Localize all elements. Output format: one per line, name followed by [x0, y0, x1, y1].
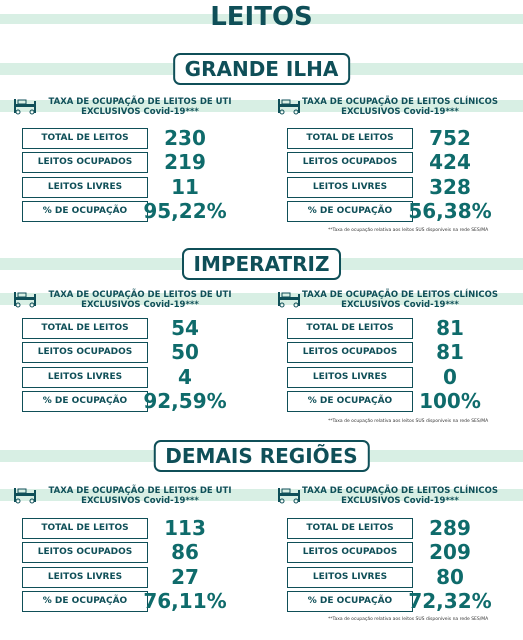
footnote: **Taxa de ocupação relativa aos leitos S… [328, 228, 489, 233]
title: LEITOS [210, 2, 313, 32]
row-label: TOTAL DE LEITOS [287, 318, 413, 339]
section-name: IMPERATRIZ [181, 248, 342, 280]
bed-icon [12, 484, 38, 504]
heading-band [0, 100, 523, 112]
panel-heading: TAXA DE OCUPAÇÃO DE LEITOS DE UTI [48, 486, 232, 496]
row-label: LEITOS OCUPADOS [22, 542, 148, 564]
panel-heading: TAXA DE OCUPAÇÃO DE LEITOS DE UTI [48, 97, 232, 107]
row-value: 424 [429, 150, 471, 175]
row-value: 56,38% [408, 198, 492, 223]
row-value: 92,59% [143, 388, 227, 413]
panel-heading: TAXA DE OCUPAÇÃO DE LEITOS CLÍNICOS [301, 486, 498, 496]
row-label: % DE OCUPAÇÃO [22, 590, 148, 612]
row-label: % DE OCUPAÇÃO [22, 390, 148, 412]
row-label: TOTAL DE LEITOS [22, 318, 148, 339]
row-value: 50 [171, 340, 199, 365]
heading-band [0, 489, 523, 501]
row-label: LEITOS LIVRES [287, 366, 413, 388]
row-label: % DE OCUPAÇÃO [287, 390, 413, 412]
row-label: % DE OCUPAÇÃO [287, 200, 413, 222]
panel-heading: EXCLUSIVOS Covid-19*** [341, 300, 459, 310]
title-band [0, 14, 523, 24]
row-value: 86 [171, 540, 199, 565]
row-value: 81 [436, 340, 464, 365]
panel-heading: EXCLUSIVOS Covid-19*** [81, 496, 199, 506]
panel-heading: TAXA DE OCUPAÇÃO DE LEITOS DE UTI [48, 290, 232, 300]
row-value: 54 [171, 316, 199, 340]
row-label: TOTAL DE LEITOS [287, 518, 413, 539]
row-value: 328 [429, 174, 471, 199]
panel-heading: EXCLUSIVOS Covid-19*** [341, 107, 459, 117]
row-value: 219 [164, 150, 206, 175]
row-value: 0 [443, 364, 457, 389]
section-name: GRANDE ILHA [172, 53, 351, 85]
panel-heading: EXCLUSIVOS Covid-19*** [341, 496, 459, 506]
row-value: 752 [429, 126, 471, 150]
panel-heading: TAXA DE OCUPAÇÃO DE LEITOS CLÍNICOS [301, 97, 498, 107]
bed-icon [12, 95, 38, 115]
panel-heading: EXCLUSIVOS Covid-19*** [81, 107, 199, 117]
panel-heading: EXCLUSIVOS Covid-19*** [81, 300, 199, 310]
bed-icon [276, 95, 302, 115]
row-value: 80 [436, 564, 464, 589]
row-label: LEITOS LIVRES [287, 176, 413, 198]
bed-icon [276, 288, 302, 308]
heading-band [0, 293, 523, 305]
row-label: LEITOS OCUPADOS [287, 342, 413, 364]
row-value: 27 [171, 564, 199, 589]
row-label: LEITOS LIVRES [22, 176, 148, 198]
row-label: TOTAL DE LEITOS [287, 128, 413, 149]
row-label: LEITOS OCUPADOS [22, 342, 148, 364]
bed-icon [276, 484, 302, 504]
footnote: **Taxa de ocupação relativa aos leitos S… [328, 617, 489, 622]
row-label: LEITOS LIVRES [287, 566, 413, 588]
row-label: LEITOS OCUPADOS [287, 152, 413, 174]
row-label: LEITOS OCUPADOS [287, 542, 413, 564]
footnote: **Taxa de ocupação relativa aos leitos S… [328, 419, 489, 424]
row-value: 289 [429, 516, 471, 540]
row-value: 113 [164, 516, 206, 540]
row-value: 76,11% [143, 588, 227, 613]
row-value: 4 [178, 364, 192, 389]
row-label: % DE OCUPAÇÃO [287, 590, 413, 612]
section-name: DEMAIS REGIÕES [153, 440, 370, 472]
row-label: LEITOS LIVRES [22, 366, 148, 388]
row-value: 230 [164, 126, 206, 150]
row-value: 209 [429, 540, 471, 565]
row-label: LEITOS LIVRES [22, 566, 148, 588]
bed-icon [12, 288, 38, 308]
row-value: 100% [419, 388, 481, 413]
row-label: TOTAL DE LEITOS [22, 518, 148, 539]
row-value: 95,22% [143, 198, 227, 223]
row-value: 72,32% [408, 588, 492, 613]
panel-heading: TAXA DE OCUPAÇÃO DE LEITOS CLÍNICOS [301, 290, 498, 300]
row-label: % DE OCUPAÇÃO [22, 200, 148, 222]
row-value: 81 [436, 316, 464, 340]
row-value: 11 [171, 174, 199, 199]
row-label: TOTAL DE LEITOS [22, 128, 148, 149]
row-label: LEITOS OCUPADOS [22, 152, 148, 174]
